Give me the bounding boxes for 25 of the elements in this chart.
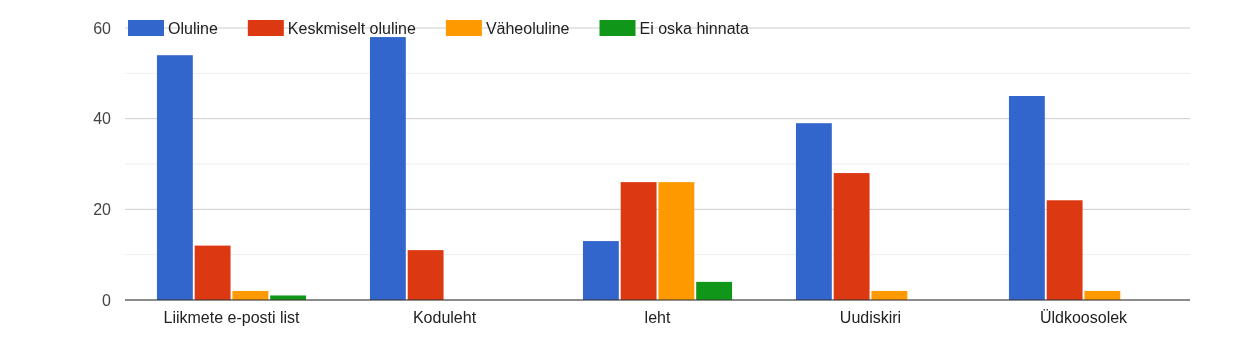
x-tick-label: Uudiskiri [839,309,902,327]
bar [658,182,695,300]
x-tick-label: Liikmete e-posti list [163,309,301,327]
bar [696,281,733,300]
y-tick-label: 60 [93,19,112,37]
bar [620,182,657,300]
bar [1008,96,1045,300]
x-tick-label: leht [644,309,671,327]
legend-label: Keskmiselt oluline [287,20,416,37]
y-tick-label: 40 [93,110,112,128]
bar [795,123,832,300]
legend-label: Oluline [168,20,218,37]
bar [582,241,619,300]
bar [407,250,444,300]
x-tick-label: Üldkoosolek [1039,309,1129,327]
x-tick-label: Koduleht [412,309,477,327]
bar [369,37,406,300]
y-tick-label: 20 [93,200,112,218]
legend-label: Väheoluline [485,20,570,37]
bar [833,173,870,300]
bar [1046,200,1083,300]
legend-label: Ei oska hinnata [639,20,750,37]
bar [194,245,231,300]
y-tick-label: 0 [102,291,112,309]
bar [156,55,193,300]
